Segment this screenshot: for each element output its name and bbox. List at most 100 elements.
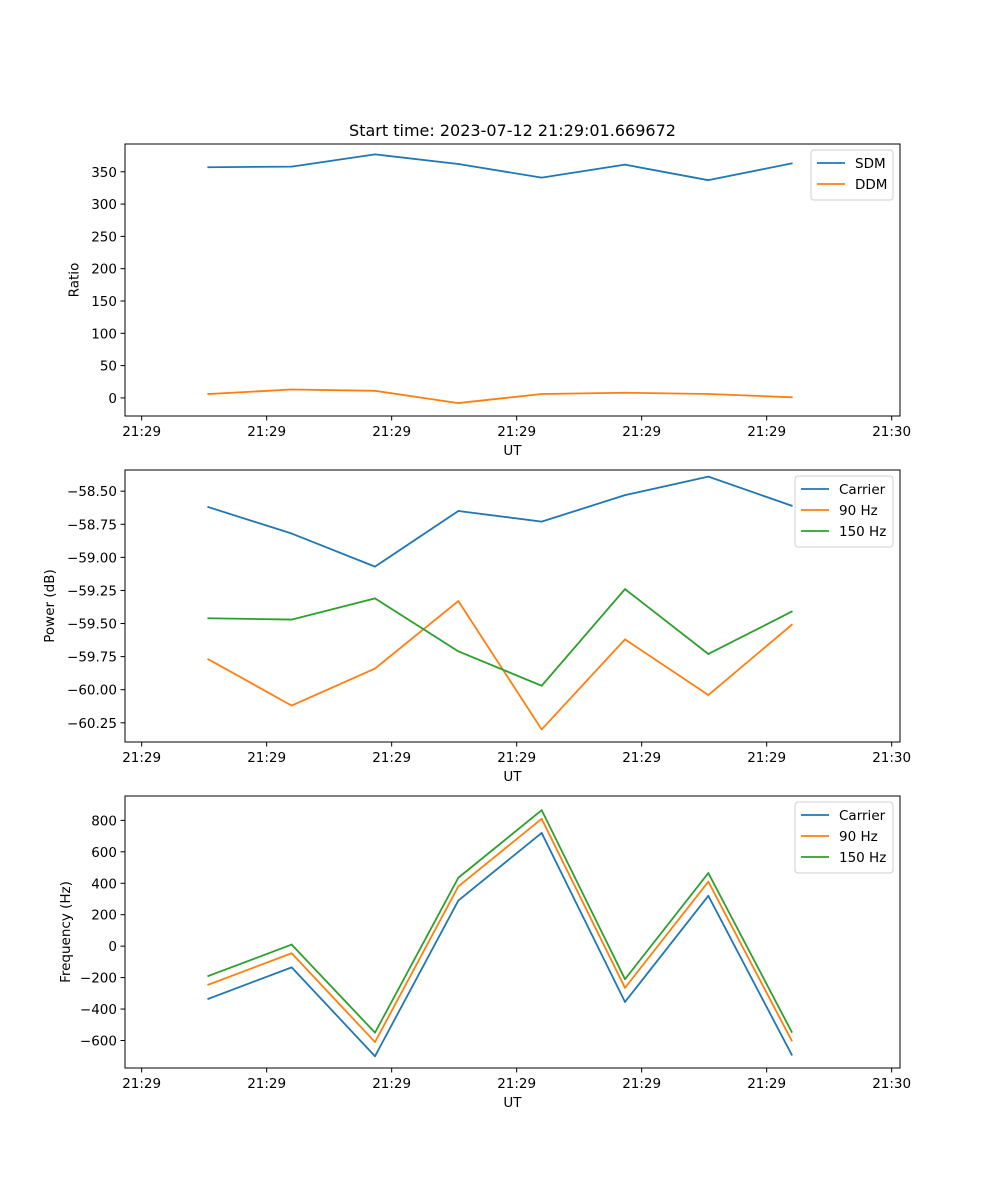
- x-tick-label: 21:29: [122, 1076, 161, 1092]
- data-point-carrier-7: [707, 475, 710, 478]
- data-point-carrier-7: [707, 894, 710, 897]
- data-point-90-hz-2: [290, 704, 293, 707]
- data-point-150-hz-2: [290, 618, 293, 621]
- x-tick-label: 21:29: [247, 750, 286, 766]
- legend-label-carrier: Carrier: [839, 482, 886, 498]
- data-point-150-hz-3: [374, 1031, 376, 1034]
- y-tick-label: −200: [80, 971, 117, 987]
- data-point-carrier-2: [290, 966, 293, 969]
- data-point-sdm-1: [207, 166, 210, 169]
- x-tick-label: 21:29: [122, 750, 161, 766]
- data-point-carrier-8: [790, 504, 793, 507]
- y-tick-label: 600: [91, 845, 117, 861]
- data-point-150-hz-2: [290, 943, 293, 946]
- data-point-150-hz-7: [707, 653, 710, 655]
- y-axis-title: Frequency (Hz): [58, 881, 74, 983]
- y-tick-label: −59.50: [67, 617, 117, 633]
- data-point-150-hz-8: [790, 610, 793, 613]
- chart-panel-1: 21:29 21:29 21:29 21:29 21:29 21:29 21:30 0 50 10…: [66, 143, 911, 459]
- data-point-150-hz-8: [790, 1030, 793, 1033]
- x-tick-label: 21:30: [872, 750, 911, 766]
- x-tick-label: 21:29: [372, 750, 411, 766]
- series-line-150-hz: [207, 809, 793, 1034]
- legend-label-150-hz: 150 Hz: [839, 850, 886, 866]
- series-line-ddm: [207, 388, 793, 404]
- y-tick-label: 200: [91, 262, 117, 278]
- x-tick-label: 21:29: [747, 750, 786, 766]
- y-tick-label: −58.50: [67, 484, 117, 500]
- data-point-ddm-4: [457, 402, 460, 404]
- x-axis-title: UT: [503, 769, 522, 785]
- chart-panel-2: 21:29 21:29 21:29 21:29 21:29 21:29 21:30 −58.5…: [42, 469, 911, 785]
- data-point-carrier-1: [207, 997, 210, 1000]
- y-tick-label: −58.75: [67, 517, 117, 533]
- data-point-90-hz-3: [374, 1041, 376, 1043]
- data-point-carrier-3: [374, 565, 376, 568]
- plot-area: [125, 144, 900, 416]
- data-point-150-hz-1: [207, 617, 210, 620]
- legend-box: [794, 801, 894, 874]
- legend-box: [794, 475, 894, 548]
- axes-frame: [124, 143, 901, 417]
- y-tick-label: −59.25: [67, 583, 117, 599]
- data-point-90-hz-6: [624, 638, 626, 641]
- x-tick-label: 21:29: [622, 424, 661, 440]
- data-point-90-hz-2: [290, 952, 293, 955]
- y-tick-label: 400: [91, 876, 117, 892]
- x-tick-label: 21:29: [747, 1076, 786, 1092]
- x-tick-label: 21:29: [497, 1076, 536, 1092]
- data-point-150-hz-4: [457, 650, 460, 653]
- x-tick-label: 21:29: [247, 1076, 286, 1092]
- data-point-carrier-1: [207, 506, 210, 508]
- series-line-90-hz: [207, 817, 793, 1043]
- data-point-sdm-3: [374, 153, 376, 156]
- legend: SDM DDM: [810, 149, 894, 201]
- x-tick-label: 21:29: [247, 424, 286, 440]
- legend-label-sdm: SDM: [855, 156, 886, 172]
- x-tick-label: 21:30: [872, 1076, 911, 1092]
- data-point-150-hz-1: [207, 975, 210, 977]
- legend-label-90-hz: 90 Hz: [839, 829, 878, 845]
- y-tick-label: 200: [91, 908, 117, 924]
- y-tick-label: −59.00: [67, 550, 117, 566]
- legend-label-ddm: DDM: [855, 177, 887, 193]
- y-tick-label: 100: [91, 326, 117, 342]
- x-tick-label: 21:29: [497, 424, 536, 440]
- x-tick-label: 21:29: [747, 424, 786, 440]
- data-point-carrier-5: [540, 520, 543, 523]
- data-point-ddm-3: [374, 389, 376, 392]
- data-point-150-hz-5: [540, 809, 543, 812]
- series-line-carrier: [207, 832, 793, 1058]
- x-tick-label: 21:29: [372, 1076, 411, 1092]
- data-point-90-hz-7: [707, 694, 710, 696]
- figure-title: Start time: 2023-07-12 21:29:01.669672: [349, 121, 676, 140]
- data-point-sdm-7: [707, 179, 710, 182]
- data-point-90-hz-1: [207, 983, 210, 986]
- series-line-150-hz: [207, 588, 793, 687]
- y-tick-label: 50: [100, 359, 117, 375]
- x-axis-title: UT: [503, 1095, 522, 1111]
- data-point-sdm-6: [624, 163, 626, 166]
- x-axis-title: UT: [503, 443, 522, 459]
- data-point-carrier-6: [624, 1001, 626, 1003]
- series-line-carrier: [207, 475, 793, 568]
- x-tick-label: 21:29: [622, 750, 661, 766]
- legend-label-150-hz: 150 Hz: [839, 524, 886, 540]
- data-point-sdm-5: [540, 176, 543, 179]
- x-tick-label: 21:29: [122, 424, 161, 440]
- data-point-ddm-8: [790, 396, 793, 399]
- y-tick-label: −400: [80, 1002, 117, 1018]
- y-tick-label: 800: [91, 813, 117, 829]
- y-axis-title: Power (dB): [42, 569, 58, 642]
- legend-label-90-hz: 90 Hz: [839, 503, 878, 519]
- data-point-150-hz-6: [624, 588, 626, 591]
- x-tick-label: 21:29: [372, 424, 411, 440]
- legend: Carrier 90 Hz 150 Hz: [794, 801, 894, 874]
- data-point-ddm-7: [707, 393, 710, 395]
- y-tick-label: 0: [108, 391, 117, 407]
- data-point-90-hz-5: [540, 728, 543, 731]
- data-point-90-hz-8: [790, 1039, 793, 1042]
- data-point-150-hz-7: [707, 872, 710, 874]
- axes-frame: [124, 469, 901, 743]
